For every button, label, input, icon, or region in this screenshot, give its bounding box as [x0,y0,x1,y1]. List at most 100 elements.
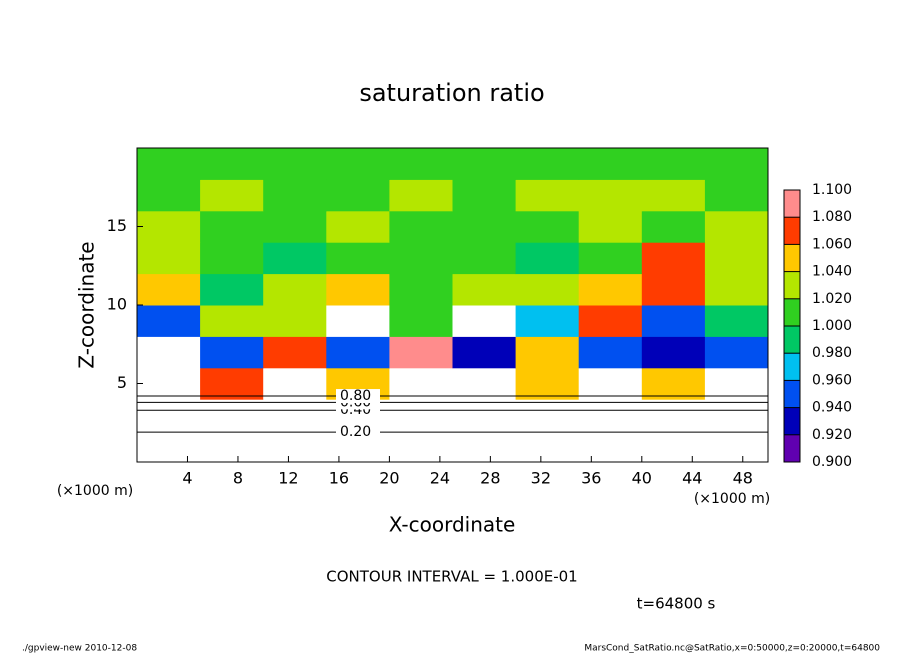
colorbar-label: 0.960 [812,372,852,388]
field-cell [704,430,769,463]
footer-right: MarsCond_SatRatio.nc@SatRatio,x=0:50000,… [584,644,880,654]
field-cell [389,336,453,369]
field-cell [326,305,390,337]
field-cell [137,305,201,337]
field-cell [578,399,643,432]
contour-label: 0.20 [340,424,371,440]
x-tick-label: 12 [278,469,298,488]
field-cell [200,210,264,243]
field-cell [578,367,643,400]
colorbar-label: 0.980 [812,345,852,361]
field-cell [326,242,390,275]
colorbar-swatch [784,326,800,354]
field-cell [704,179,769,212]
field-cell [515,148,580,180]
field-cell [263,242,327,275]
y-axis-title: Z-coordinate [75,241,99,368]
field-cell [641,242,706,275]
colorbar-label: 0.900 [812,454,852,470]
colorbar-label: 1.100 [812,182,852,198]
field-cell [641,336,706,369]
field-cell [200,367,264,400]
field-cell [578,430,643,463]
field-cell [641,367,706,400]
field-cell [452,367,517,400]
x-axis-title: X-coordinate [389,513,516,537]
field-cell [389,148,453,180]
field-cell [452,179,517,212]
x-tick-label: 48 [733,469,753,488]
field-cell [326,336,390,369]
field-cell [578,210,643,243]
field-cell [200,336,264,369]
field-cell [704,148,769,180]
field-cell [515,273,580,306]
x-tick-label: 24 [430,469,450,488]
x-tick-label: 28 [480,469,500,488]
field-cell [137,399,201,432]
colorbar-label: 0.920 [812,427,852,443]
colorbar-swatch [784,271,800,299]
field-cell [389,273,453,306]
field-cell [578,336,643,369]
field-cell [389,179,453,212]
field-cell [200,305,264,337]
colorbar-label: 1.000 [812,318,852,334]
field-cell [389,399,453,432]
field-cell [578,273,643,306]
field-cell [704,242,769,275]
y-tick-label: 15 [107,216,127,235]
colorbar-swatch [784,380,800,408]
field-cell [137,273,201,306]
field-cell [515,305,580,337]
field-cell [578,305,643,337]
field-cell [515,242,580,275]
field-cell [137,367,201,400]
field-cell [515,430,580,463]
field-cell [515,336,580,369]
field-cell [263,179,327,212]
field-cell [578,242,643,275]
field-cell [200,273,264,306]
x-tick-label: 32 [531,469,551,488]
field-cell [641,273,706,306]
field-cell [137,430,201,463]
field-cell [137,179,201,212]
field-cell [452,210,517,243]
field-cell [326,273,390,306]
x-tick-label: 16 [329,469,349,488]
field-cell [263,273,327,306]
field-cell [137,242,201,275]
field-cell [389,242,453,275]
field-cell [515,399,580,432]
field-cell [263,336,327,369]
x-tick-label: 40 [632,469,652,488]
colorbar-swatch [784,407,800,435]
x-tick-label: 36 [581,469,601,488]
field-cell [389,305,453,337]
colorbar-label: 0.940 [812,400,852,416]
field-cell [641,399,706,432]
field-cell [704,336,769,369]
colorbar-swatch [784,190,800,218]
field-cell [263,210,327,243]
field-cell [200,179,264,212]
field-cell [452,148,517,180]
colorbar-label: 1.080 [812,209,852,225]
field-cell [452,430,517,463]
x-unit: (×1000 m) [694,491,770,507]
x-tick-label: 44 [682,469,702,488]
field-cell [452,273,517,306]
field-cell [515,367,580,400]
y-tick-label: 5 [117,373,127,392]
field-cell [200,399,264,432]
field-cell [137,148,201,180]
x-tick-label: 20 [379,469,399,488]
chart-title: saturation ratio [359,79,544,107]
y-unit: (×1000 m) [57,483,133,499]
field-cell [389,367,453,400]
field-cell [704,210,769,243]
field-cell [515,179,580,212]
